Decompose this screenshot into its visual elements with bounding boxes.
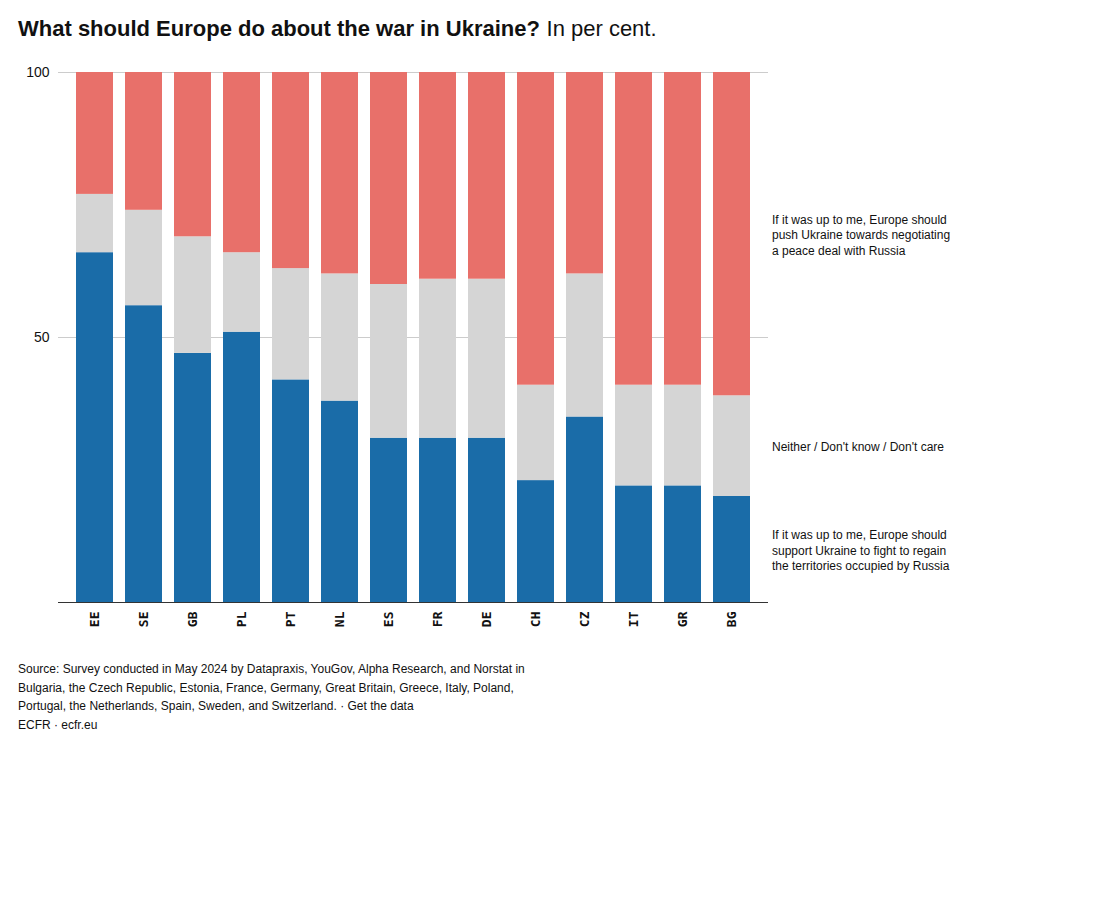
- svg-text:If it was up to me, Europe sho: If it was up to me, Europe shouldsupport…: [772, 528, 950, 573]
- svg-text:100: 100: [26, 64, 50, 80]
- svg-text:If it was up to me, Europe sho: If it was up to me, Europe shouldpush Uk…: [772, 213, 950, 258]
- html-text:What should Europe do about th: What should Europe do about the war in U…: [18, 16, 657, 41]
- svg-text:PL: PL: [234, 611, 249, 627]
- svg-text:BG: BG: [724, 611, 739, 627]
- html-text:Source: Survey conducted in Ma: Source: Survey conducted in May 2024 by …: [18, 662, 525, 732]
- svg-text:Neither / Don't know / Don't c: Neither / Don't know / Don't care: [772, 440, 944, 454]
- svg-text:ES: ES: [381, 611, 396, 627]
- svg-text:FR: FR: [430, 611, 445, 627]
- svg-text:IT: IT: [626, 611, 641, 627]
- svg-text:GR: GR: [675, 611, 690, 627]
- svg-text:50: 50: [34, 329, 50, 345]
- svg-text:CZ: CZ: [577, 611, 592, 627]
- svg-text:GB: GB: [185, 611, 200, 627]
- svg-text:CH: CH: [528, 612, 543, 628]
- svg-text:DE: DE: [479, 612, 494, 628]
- svg-text:NL: NL: [332, 611, 347, 627]
- svg-text:EE: EE: [87, 612, 102, 628]
- svg-text:SE: SE: [136, 612, 151, 628]
- svg-text:PT: PT: [283, 611, 298, 627]
